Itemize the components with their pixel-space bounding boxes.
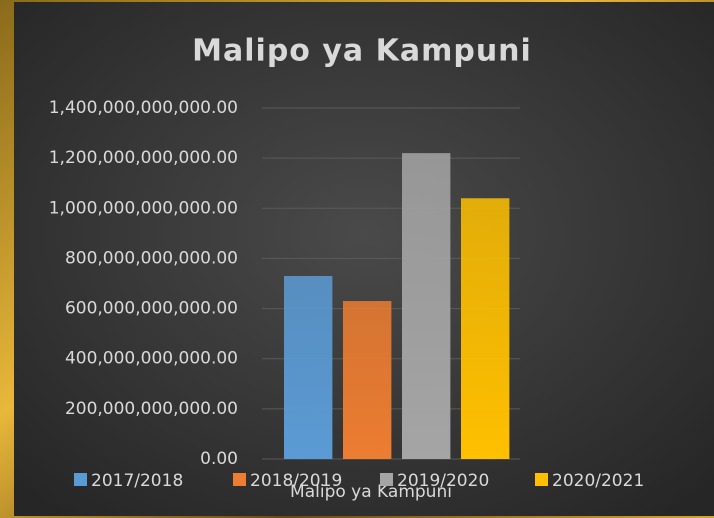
bar [343, 301, 392, 459]
y-tick-label: 400,000,000,000.00 [65, 349, 238, 369]
legend-swatch [233, 473, 246, 486]
y-tick-label: 1,400,000,000,000.00 [49, 98, 238, 118]
legend-label: 2019/2020 [397, 471, 489, 491]
y-tick-label: 600,000,000,000.00 [65, 299, 238, 319]
y-tick-label: 800,000,000,000.00 [65, 248, 238, 268]
y-tick-label: 0.00 [200, 449, 238, 469]
legend-swatch [74, 473, 87, 486]
x-tick-label: Malipo ya Kampuni [290, 482, 452, 502]
legend-label: 2018/2019 [250, 471, 342, 491]
y-tick-label: 200,000,000,000.00 [65, 399, 238, 419]
legend-swatch [535, 473, 548, 486]
y-tick-label: 1,200,000,000,000.00 [49, 148, 238, 168]
y-tick-label: 1,000,000,000,000.00 [49, 198, 238, 218]
bar [284, 275, 333, 459]
legend-swatch [380, 473, 393, 486]
legend-label: 2020/2021 [552, 471, 644, 491]
bar [461, 198, 510, 459]
legend-label: 2017/2018 [91, 471, 183, 491]
bar [402, 153, 451, 459]
chart-title: Malipo ya Kampuni [192, 34, 532, 69]
